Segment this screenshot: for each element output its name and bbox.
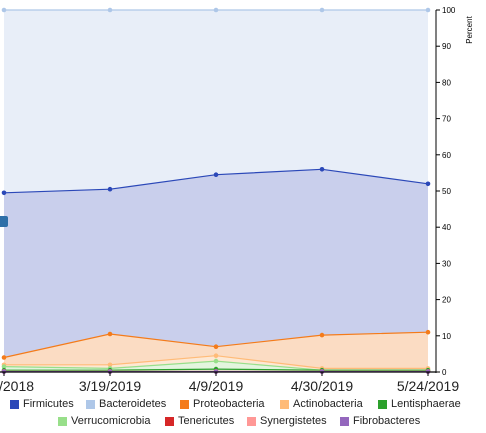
data-point-bacteroidetes-2 <box>213 7 219 13</box>
legend-swatch-bacteroidetes <box>86 399 95 409</box>
data-point-actinobacteria-1 <box>107 362 113 368</box>
data-point-firmicutes-0 <box>1 190 7 196</box>
legend-swatch-fibrobacteres <box>340 416 349 426</box>
legend-swatch-proteobacteria <box>180 399 189 409</box>
legend-swatch-firmicutes <box>10 399 19 409</box>
legend-item-firmicutes[interactable]: Firmicutes <box>10 398 74 410</box>
y-tick-label-30: 30 <box>442 259 451 268</box>
legend-item-actinobacteria[interactable]: Actinobacteria <box>280 398 363 410</box>
legend-label-proteobacteria: Proteobacteria <box>193 398 265 410</box>
x-tick-label-1: 3/19/2019 <box>79 378 141 394</box>
data-point-verrucomicrobia-2 <box>213 358 219 364</box>
legend-label-synergistetes: Synergistetes <box>260 415 327 427</box>
data-point-firmicutes-2 <box>213 172 219 177</box>
data-point-verrucomicrobia-0 <box>1 364 7 369</box>
data-point-proteobacteria-2 <box>213 344 219 350</box>
y-axis-title: Percent <box>465 15 474 43</box>
data-point-bacteroidetes-0 <box>1 7 7 13</box>
legend-item-bacteroidetes[interactable]: Bacteroidetes <box>86 398 166 410</box>
data-point-actinobacteria-2 <box>213 353 219 359</box>
legend-label-bacteroidetes: Bacteroidetes <box>99 398 167 410</box>
legend-label-tenericutes: Tenericutes <box>178 415 235 427</box>
x-tick-label-2: 4/9/2019 <box>189 378 244 394</box>
data-point-bacteroidetes-3 <box>319 7 325 13</box>
scroll-handle[interactable] <box>0 216 8 227</box>
legend-swatch-synergistetes <box>247 416 256 426</box>
series-area-proteobacteria <box>4 332 428 372</box>
y-tick-label-90: 90 <box>442 42 451 51</box>
y-tick-label-0: 0 <box>442 368 447 377</box>
y-tick-label-40: 40 <box>442 223 451 232</box>
y-tick-label-50: 50 <box>442 187 451 196</box>
y-tick-label-80: 80 <box>442 78 451 87</box>
legend-swatch-actinobacteria <box>280 399 289 409</box>
data-point-proteobacteria-3 <box>319 332 325 338</box>
y-tick-label-70: 70 <box>442 115 451 124</box>
y-tick-label-10: 10 <box>442 332 451 341</box>
legend-item-lentisphaerae[interactable]: Lentisphaerae <box>378 398 461 410</box>
legend-label-firmicutes: Firmicutes <box>23 398 74 410</box>
data-point-bacteroidetes-4 <box>425 7 431 13</box>
data-point-proteobacteria-0 <box>1 355 7 360</box>
data-point-firmicutes-4 <box>425 181 431 187</box>
data-point-firmicutes-3 <box>319 167 325 172</box>
legend-row-1: Firmicutes Bacteroidetes Proteobacteria … <box>0 398 486 416</box>
y-tick-label-100: 100 <box>442 6 456 15</box>
legend-label-fibrobacteres: Fibrobacteres <box>353 415 421 427</box>
legend-label-actinobacteria: Actinobacteria <box>293 398 363 410</box>
data-point-proteobacteria-4 <box>425 329 431 335</box>
x-tick-label-4: 5/24/2019 <box>397 378 459 394</box>
legend-swatch-lentisphaerae <box>378 399 387 409</box>
legend-item-fibrobacteres[interactable]: Fibrobacteres <box>340 415 420 427</box>
y-tick-label-60: 60 <box>442 151 451 160</box>
x-tick-label-3: 4/30/2019 <box>291 378 353 394</box>
legend-swatch-verrucomicrobia <box>58 416 67 426</box>
data-point-firmicutes-1 <box>107 186 113 192</box>
data-point-bacteroidetes-1 <box>107 7 113 13</box>
legend-row-2: Verrucomicrobia Tenericutes Synergistete… <box>0 415 486 433</box>
legend-item-proteobacteria[interactable]: Proteobacteria <box>180 398 265 410</box>
legend-item-tenericutes[interactable]: Tenericutes <box>165 415 234 427</box>
legend-label-verrucomicrobia: Verrucomicrobia <box>71 415 151 427</box>
legend-swatch-tenericutes <box>165 416 174 426</box>
legend-label-lentisphaerae: Lentisphaerae <box>391 398 461 410</box>
data-point-proteobacteria-1 <box>107 331 113 337</box>
x-tick-label-0: /2018 <box>0 378 34 394</box>
series-area-firmicutes <box>4 169 428 372</box>
legend-item-verrucomicrobia[interactable]: Verrucomicrobia <box>58 415 150 427</box>
y-tick-label-20: 20 <box>442 296 451 305</box>
legend-item-synergistetes[interactable]: Synergistetes <box>247 415 327 427</box>
